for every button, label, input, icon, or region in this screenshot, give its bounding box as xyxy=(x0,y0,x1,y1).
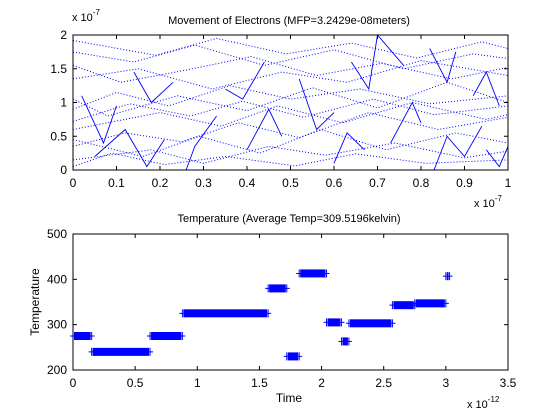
temperature-segment-0 xyxy=(70,332,95,340)
electron-movement-axes: Movement of Electrons (MFP=3.2429e-08met… xyxy=(50,8,511,210)
electron-path-18 xyxy=(298,78,335,131)
electron-path-20 xyxy=(351,33,404,91)
temperature-segment-7 xyxy=(323,318,345,327)
temperature-x-tick-label: 0.5 xyxy=(127,376,144,390)
electron-path-5 xyxy=(72,101,509,130)
electron-path-22 xyxy=(429,48,457,84)
electron-y-tick-label: 2 xyxy=(60,28,67,42)
temperature-segments xyxy=(70,269,453,361)
electron-path-12 xyxy=(81,95,117,145)
temperature-segment-9 xyxy=(345,319,396,328)
electron-x-tick-label: 0.2 xyxy=(152,176,169,190)
temperature-y-tick-label: 500 xyxy=(47,227,67,241)
electron-path-23 xyxy=(433,125,483,171)
electron-x-tick-label: 0.8 xyxy=(413,176,430,190)
temperature-y-label: Temperature xyxy=(28,268,42,336)
temperature-x-tick-label: 3.5 xyxy=(500,376,517,390)
electron-x-tick-label: 0.7 xyxy=(369,176,386,190)
temperature-segment-bar xyxy=(327,318,341,327)
electron-x-tick-label: 0.3 xyxy=(195,176,212,190)
electron-path-6 xyxy=(72,81,509,117)
temperature-segment-bar xyxy=(74,332,91,340)
temperature-segment-bar xyxy=(92,347,150,356)
temperature-x-tick-label: 2.5 xyxy=(375,376,392,390)
electron-path-21 xyxy=(390,101,422,144)
temperature-x-tick-label: 0 xyxy=(70,376,77,390)
electron-y-tick-label: 1.5 xyxy=(50,62,67,76)
electron-path-13 xyxy=(94,128,165,168)
temperature-segment-bar xyxy=(269,284,286,293)
electron-path-10 xyxy=(72,37,509,59)
electron-plot-title: Movement of Electrons (MFP=3.2429e-08met… xyxy=(168,15,410,27)
electron-x-tick-label: 0.9 xyxy=(456,176,473,190)
temperature-y-tick-label: 200 xyxy=(47,363,67,377)
electron-path-16 xyxy=(225,61,265,100)
electron-path-14 xyxy=(133,71,174,104)
electron-path-19 xyxy=(333,132,365,164)
temperature-segment-bar xyxy=(183,309,268,318)
temperature-segment-bar xyxy=(151,332,182,340)
electron-path-15 xyxy=(185,115,217,171)
temperature-y-tick-label: 300 xyxy=(47,318,67,332)
electron-y-multiplier: x 10-7 xyxy=(72,8,100,24)
temperature-segment-4 xyxy=(265,284,290,293)
temperature-x-tick-label: 1 xyxy=(194,376,201,390)
electron-x-tick-label: 0.4 xyxy=(239,176,256,190)
temperature-plot-frame xyxy=(72,233,509,371)
temperature-segment-11 xyxy=(411,299,449,308)
temperature-y-tick-label: 400 xyxy=(47,272,67,286)
temperature-x-multiplier: x 10-12 xyxy=(467,395,500,411)
temperature-segment-3 xyxy=(179,309,272,318)
temperature-segment-1 xyxy=(88,347,154,356)
electron-y-axis: 0 0.5 1 1.5 2 xyxy=(50,28,508,177)
temperature-segment-bar xyxy=(415,299,445,308)
electron-path-9 xyxy=(72,98,509,122)
electron-y-tick-label: 1 xyxy=(60,96,67,110)
electron-path-0 xyxy=(72,112,509,147)
temperature-segment-12 xyxy=(442,272,453,281)
temperature-segment-10 xyxy=(389,301,418,310)
electron-x-axis: 0 0.1 0.2 0.3 0.4 0.5 0.6 0.7 0.8 0.9 1 xyxy=(70,35,512,190)
temperature-segment-bar xyxy=(393,301,414,310)
electron-y-tick-label: 0.5 xyxy=(50,129,67,143)
temperature-segment-bar xyxy=(287,352,299,361)
electron-path-2 xyxy=(72,85,509,110)
temperature-segment-bar xyxy=(446,272,449,281)
temperature-x-tick-label: 1.5 xyxy=(251,376,268,390)
electron-y-tick-label: 0 xyxy=(60,163,67,177)
electron-path-1 xyxy=(72,60,509,90)
temperature-segment-bar xyxy=(342,337,348,346)
temperature-x-label: Time xyxy=(276,391,303,405)
temperature-segment-5 xyxy=(283,352,303,361)
electron-path-7 xyxy=(72,128,509,158)
electron-x-tick-label: 0.6 xyxy=(326,176,343,190)
electron-path-24 xyxy=(472,71,500,107)
temperature-segment-8 xyxy=(338,337,352,346)
electron-path-11 xyxy=(72,152,509,168)
temperature-segment-bar xyxy=(300,269,326,278)
temperature-x-axis: 0 0.5 1 1.5 2 2.5 3 3.5 xyxy=(70,234,517,390)
electron-path-4 xyxy=(72,44,509,70)
temperature-segment-bar xyxy=(349,319,392,328)
electron-path-3 xyxy=(72,142,509,164)
electron-x-tick-label: 0.5 xyxy=(282,176,299,190)
electron-x-multiplier: x 10-7 xyxy=(474,194,502,210)
temperature-axes: Temperature (Average Temp=309.5196kelvin… xyxy=(28,213,517,411)
temperature-x-tick-label: 2 xyxy=(318,376,325,390)
electron-path-17 xyxy=(246,108,283,151)
temperature-segment-2 xyxy=(147,332,186,340)
electron-x-tick-label: 0 xyxy=(70,176,77,190)
temperature-plot-title: Temperature (Average Temp=309.5196kelvin… xyxy=(177,213,400,225)
electron-path-25 xyxy=(485,146,509,168)
temperature-segment-6 xyxy=(296,269,330,278)
temperature-y-axis: 200 300 400 500 xyxy=(47,227,508,377)
electron-x-tick-label: 0.1 xyxy=(108,176,125,190)
electron-x-tick-label: 1 xyxy=(505,176,512,190)
electron-paths xyxy=(72,33,509,171)
temperature-x-tick-label: 3 xyxy=(443,376,450,390)
